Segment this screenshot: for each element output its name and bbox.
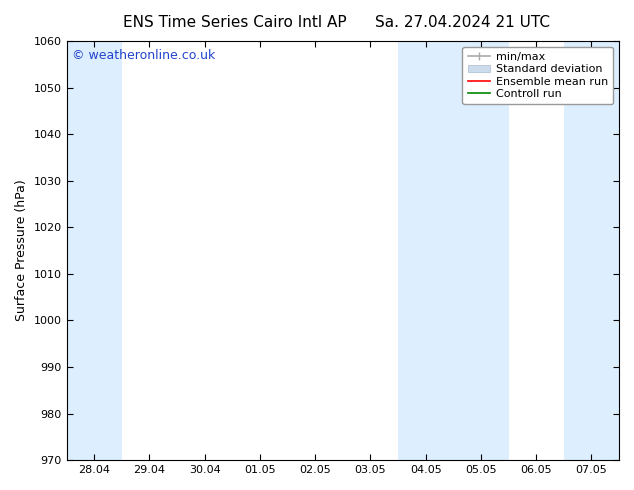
Bar: [564, 41, 619, 460]
Text: © weatheronline.co.uk: © weatheronline.co.uk: [72, 49, 216, 62]
Bar: [398, 41, 508, 460]
Text: ENS Time Series Cairo Intl AP: ENS Time Series Cairo Intl AP: [123, 15, 346, 30]
Bar: [67, 41, 122, 460]
Legend: min/max, Standard deviation, Ensemble mean run, Controll run: min/max, Standard deviation, Ensemble me…: [462, 47, 614, 104]
Text: Sa. 27.04.2024 21 UTC: Sa. 27.04.2024 21 UTC: [375, 15, 550, 30]
Y-axis label: Surface Pressure (hPa): Surface Pressure (hPa): [15, 180, 28, 321]
